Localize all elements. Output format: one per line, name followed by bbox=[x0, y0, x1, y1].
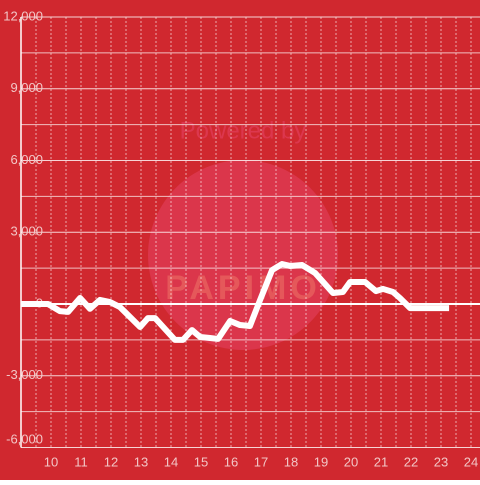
data-line bbox=[21, 261, 450, 343]
x-tick-label: 22 bbox=[404, 454, 418, 469]
x-tick-label: 13 bbox=[134, 454, 148, 469]
x-tick-label: 12 bbox=[104, 454, 118, 469]
x-tick-label: 15 bbox=[194, 454, 208, 469]
y-tick-label: 9,000 bbox=[10, 80, 43, 95]
y-tick-label: -3,000 bbox=[6, 367, 43, 382]
watermark-logo bbox=[148, 160, 338, 350]
x-tick-label: 23 bbox=[434, 454, 448, 469]
y-tick-label: -6,000 bbox=[6, 431, 43, 446]
x-tick-label: 19 bbox=[314, 454, 328, 469]
x-tick-label: 14 bbox=[164, 454, 178, 469]
x-tick-label: 11 bbox=[74, 454, 88, 469]
x-tick-label: 10 bbox=[44, 454, 58, 469]
x-tick-label: 20 bbox=[344, 454, 358, 469]
x-tick-label: 17 bbox=[254, 454, 268, 469]
y-tick-label: 3,000 bbox=[10, 224, 43, 239]
y-tick-label: 6,000 bbox=[10, 152, 43, 167]
x-tick-label: 18 bbox=[284, 454, 298, 469]
watermark-text: Powered by bbox=[180, 117, 307, 144]
watermark-text: PAPIMO bbox=[165, 269, 321, 307]
x-tick-label: 24 bbox=[464, 454, 478, 469]
x-tick-label: 16 bbox=[224, 454, 238, 469]
x-tick-label: 21 bbox=[374, 454, 388, 469]
y-tick-label: 12,000 bbox=[3, 8, 43, 23]
